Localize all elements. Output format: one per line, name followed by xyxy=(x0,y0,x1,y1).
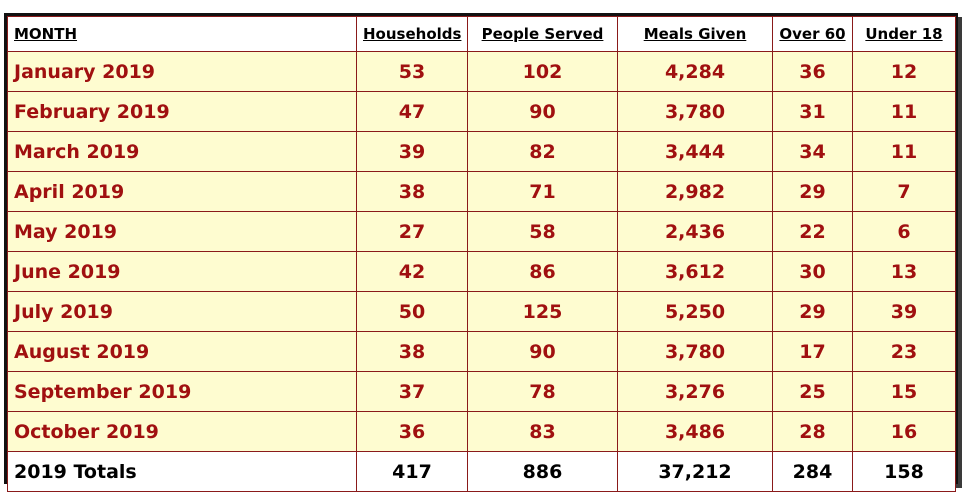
cell-households: 42 xyxy=(356,251,468,292)
cell-households: 53 xyxy=(356,51,468,92)
cell-people-served: 82 xyxy=(467,131,618,172)
cell-over-60: 29 xyxy=(772,291,853,332)
table-row: January 2019 53 102 4,284 36 12 xyxy=(7,51,956,92)
totals-under-18: 158 xyxy=(852,451,956,492)
cell-under-18: 11 xyxy=(852,91,956,132)
cell-households: 37 xyxy=(356,371,468,412)
cell-under-18: 15 xyxy=(852,371,956,412)
cell-people-served: 90 xyxy=(467,91,618,132)
table-row: September 2019 37 78 3,276 25 15 xyxy=(7,371,956,412)
cell-month: January 2019 xyxy=(7,51,357,92)
totals-households: 417 xyxy=(356,451,468,492)
totals-label: 2019 Totals xyxy=(7,451,357,492)
cell-month: April 2019 xyxy=(7,171,357,212)
monthly-stats-table: MONTH Households People Served Meals Giv… xyxy=(7,16,956,492)
table-row: March 2019 39 82 3,444 34 11 xyxy=(7,131,956,172)
cell-households: 38 xyxy=(356,171,468,212)
totals-over-60: 284 xyxy=(772,451,853,492)
cell-month: February 2019 xyxy=(7,91,357,132)
cell-meals-given: 3,780 xyxy=(617,91,773,132)
cell-meals-given: 2,982 xyxy=(617,171,773,212)
table-row: May 2019 27 58 2,436 22 6 xyxy=(7,211,956,252)
cell-under-18: 16 xyxy=(852,411,956,452)
cell-under-18: 11 xyxy=(852,131,956,172)
cell-meals-given: 5,250 xyxy=(617,291,773,332)
table-row: February 2019 47 90 3,780 31 11 xyxy=(7,91,956,132)
table-body: January 2019 53 102 4,284 36 12 February 2019 4… xyxy=(7,51,956,492)
column-header-over-60: Over 60 xyxy=(772,16,853,52)
column-header-people-served: People Served xyxy=(467,16,618,52)
cell-households: 27 xyxy=(356,211,468,252)
cell-over-60: 28 xyxy=(772,411,853,452)
cell-people-served: 71 xyxy=(467,171,618,212)
cell-over-60: 30 xyxy=(772,251,853,292)
cell-people-served: 83 xyxy=(467,411,618,452)
cell-people-served: 102 xyxy=(467,51,618,92)
food-pantry-stats-table-frame: MONTH Households People Served Meals Giv… xyxy=(4,13,958,492)
table-row: August 2019 38 90 3,780 17 23 xyxy=(7,331,956,372)
column-header-under-18: Under 18 xyxy=(852,16,956,52)
cell-households: 47 xyxy=(356,91,468,132)
cell-people-served: 125 xyxy=(467,291,618,332)
table-row: October 2019 36 83 3,486 28 16 xyxy=(7,411,956,452)
cell-meals-given: 3,612 xyxy=(617,251,773,292)
cell-people-served: 90 xyxy=(467,331,618,372)
cell-month: July 2019 xyxy=(7,291,357,332)
cell-under-18: 6 xyxy=(852,211,956,252)
cell-households: 50 xyxy=(356,291,468,332)
cell-over-60: 17 xyxy=(772,331,853,372)
cell-meals-given: 3,276 xyxy=(617,371,773,412)
cell-households: 39 xyxy=(356,131,468,172)
cell-meals-given: 3,486 xyxy=(617,411,773,452)
cell-under-18: 23 xyxy=(852,331,956,372)
cell-over-60: 34 xyxy=(772,131,853,172)
cell-meals-given: 3,444 xyxy=(617,131,773,172)
cell-people-served: 58 xyxy=(467,211,618,252)
column-header-month: MONTH xyxy=(7,16,357,52)
cell-under-18: 39 xyxy=(852,291,956,332)
cell-month: March 2019 xyxy=(7,131,357,172)
cell-month: August 2019 xyxy=(7,331,357,372)
cell-over-60: 25 xyxy=(772,371,853,412)
cell-people-served: 86 xyxy=(467,251,618,292)
table-row: June 2019 42 86 3,612 30 13 xyxy=(7,251,956,292)
cell-meals-given: 3,780 xyxy=(617,331,773,372)
cell-people-served: 78 xyxy=(467,371,618,412)
totals-people-served: 886 xyxy=(467,451,618,492)
totals-row: 2019 Totals 417 886 37,212 284 158 xyxy=(7,451,956,492)
cell-month: June 2019 xyxy=(7,251,357,292)
column-header-meals-given: Meals Given xyxy=(617,16,773,52)
table-row: April 2019 38 71 2,982 29 7 xyxy=(7,171,956,212)
cell-month: May 2019 xyxy=(7,211,357,252)
cell-under-18: 12 xyxy=(852,51,956,92)
cell-month: October 2019 xyxy=(7,411,357,452)
table-row: July 2019 50 125 5,250 29 39 xyxy=(7,291,956,332)
cell-over-60: 29 xyxy=(772,171,853,212)
cell-over-60: 36 xyxy=(772,51,853,92)
cell-under-18: 7 xyxy=(852,171,956,212)
cell-meals-given: 4,284 xyxy=(617,51,773,92)
header-row: MONTH Households People Served Meals Giv… xyxy=(7,16,956,52)
cell-under-18: 13 xyxy=(852,251,956,292)
cell-meals-given: 2,436 xyxy=(617,211,773,252)
cell-month: September 2019 xyxy=(7,371,357,412)
column-header-households: Households xyxy=(356,16,468,52)
totals-meals-given: 37,212 xyxy=(617,451,773,492)
cell-over-60: 22 xyxy=(772,211,853,252)
cell-households: 38 xyxy=(356,331,468,372)
cell-over-60: 31 xyxy=(772,91,853,132)
cell-households: 36 xyxy=(356,411,468,452)
